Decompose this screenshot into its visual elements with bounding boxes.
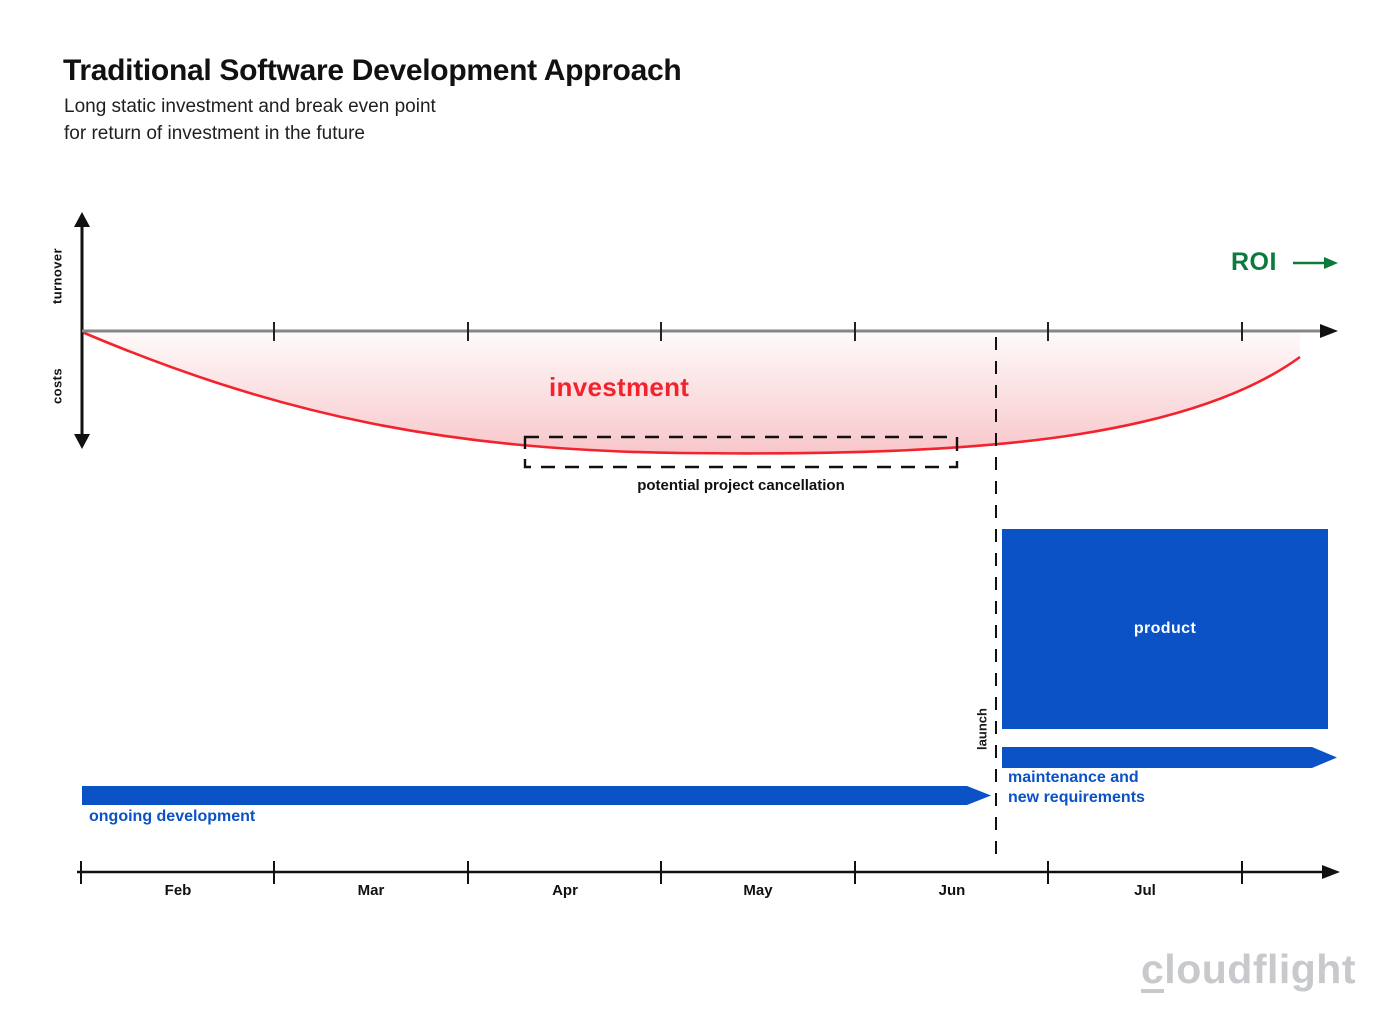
month-label-feb: Feb (164, 882, 192, 899)
cloudflight-logo: cloudflight (1140, 946, 1356, 993)
zero-axis-arrowhead-icon (1320, 324, 1338, 338)
maintenance-label-line1: maintenance and (1008, 769, 1139, 786)
month-label-apr: Apr (552, 882, 578, 899)
ongoing-development-label: ongoing development (89, 808, 256, 825)
zero-axis-ticks (273, 322, 1243, 341)
roi-label: ROI (1231, 248, 1277, 276)
investment-area-fill (82, 332, 1300, 454)
month-label-mar: Mar (357, 882, 385, 899)
cloudflight-logo-underlined-c: c (1140, 946, 1165, 993)
cloudflight-logo-rest: loudflight (1164, 946, 1356, 992)
ongoing-development-arrow (82, 786, 991, 805)
month-label-jun: Jun (938, 882, 966, 899)
month-axis-ticks (80, 861, 1243, 884)
launch-label: launch (974, 708, 990, 750)
investment-label: investment (549, 372, 690, 402)
page-subtitle-line1: Long static investment and break even po… (64, 96, 436, 117)
page-title: Traditional Software Development Approac… (63, 54, 682, 87)
y-axis-up-arrowhead-icon (74, 212, 90, 227)
page-subtitle-line2: for return of investment in the future (64, 123, 365, 144)
investment-curve (81, 330, 1301, 455)
month-axis-arrowhead-icon (1322, 865, 1340, 879)
cancellation-label: potential project cancellation (637, 477, 845, 494)
maintenance-label-line2: new requirements (1008, 789, 1145, 806)
product-label: product (1133, 620, 1197, 637)
cancellation-dashed-box (523, 435, 959, 469)
y-axis-turnover-label: turnover (49, 248, 65, 304)
y-axis-down-arrowhead-icon (74, 434, 90, 449)
roi-arrowhead-icon (1324, 257, 1338, 269)
maintenance-arrow (1002, 747, 1337, 768)
product-box (1002, 529, 1328, 729)
month-label-jul: Jul (1134, 882, 1156, 899)
y-axis-costs-label: costs (49, 368, 65, 404)
month-label-may: May (743, 882, 773, 899)
